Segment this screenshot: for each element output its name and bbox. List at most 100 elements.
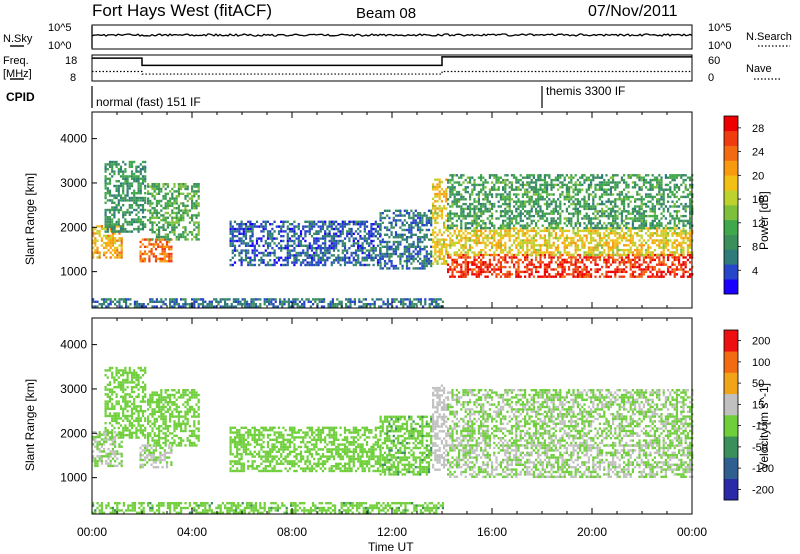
heat-cell: [574, 207, 577, 211]
heat-cell: [126, 208, 129, 212]
heat-cell: [543, 202, 546, 206]
heat-cell: [675, 232, 678, 235]
heat-cell: [357, 223, 360, 226]
heat-cell: [109, 227, 112, 230]
heat-cell: [412, 219, 415, 222]
heat-cell: [191, 233, 194, 236]
heat-cell: [122, 211, 125, 214]
heat-cell: [291, 239, 294, 243]
heat-cell: [119, 206, 123, 209]
heat-cell: [286, 237, 289, 240]
heat-cell: [488, 236, 491, 240]
heat-cell: [563, 268, 566, 271]
heat-cell: [135, 177, 138, 180]
heat-cell: [636, 174, 639, 177]
heat-cell: [548, 224, 551, 227]
heat-cell: [603, 181, 606, 184]
heat-cell: [491, 217, 494, 220]
heat-cell: [482, 181, 485, 184]
heat-cell: [680, 214, 683, 218]
heat-cell: [488, 207, 491, 211]
heat-cell: [410, 236, 413, 239]
heat-cell: [397, 236, 400, 239]
heat-cell: [231, 230, 234, 233]
heat-cell: [282, 220, 285, 223]
heat-cell: [477, 217, 480, 220]
heat-cell: [596, 270, 599, 274]
heat-cell: [535, 186, 538, 189]
heat-cell: [521, 253, 524, 257]
heat-cell: [504, 261, 507, 264]
heat-cell: [647, 214, 650, 218]
heat-cell: [662, 226, 665, 230]
heat-cell: [656, 186, 659, 189]
heat-cell: [434, 221, 437, 225]
heat-cell: [286, 259, 289, 262]
heat-cell: [144, 180, 147, 183]
heat-cell: [682, 273, 685, 276]
heat-cell: [684, 214, 687, 218]
heat-cell: [175, 219, 178, 222]
heat-cell: [559, 265, 562, 269]
heat-cell: [504, 174, 507, 177]
heat-cell: [251, 259, 254, 262]
heat-cell: [197, 183, 200, 186]
heat-cell: [445, 197, 448, 201]
heat-cell: [128, 175, 131, 178]
heat-cell: [430, 252, 433, 256]
heat-cell: [144, 165, 147, 168]
heat-cell: [405, 267, 409, 270]
heat-cell: [585, 200, 588, 203]
heat-cell: [543, 186, 546, 189]
heat-cell: [559, 186, 562, 189]
heat-cell: [506, 183, 509, 187]
heat-cell: [548, 261, 551, 264]
heat-cell: [499, 248, 502, 252]
heat-cell: [601, 244, 604, 247]
heat-cell: [141, 165, 145, 168]
heat-cell: [675, 248, 678, 252]
heat-cell: [260, 237, 263, 240]
heat-cell: [673, 263, 676, 266]
heat-cell: [502, 181, 505, 184]
heat-cell: [173, 185, 176, 188]
heat-cell: [585, 214, 588, 218]
heat-cell: [120, 239, 123, 242]
heat-cell: [535, 224, 538, 227]
heat-cell: [543, 219, 546, 223]
heat-cell: [313, 247, 316, 250]
heat-cell: [530, 174, 533, 177]
heat-cell: [177, 219, 180, 222]
heat-cell: [552, 210, 555, 213]
heat-cell: [469, 261, 472, 264]
heat-cell: [341, 223, 344, 226]
heat-cell: [379, 219, 382, 222]
heat-cell: [499, 226, 502, 230]
heat-cell: [302, 249, 305, 252]
heat-cell: [466, 181, 469, 184]
heat-cell: [193, 190, 196, 193]
heat-cell: [171, 187, 174, 191]
heat-cell: [585, 178, 588, 182]
heat-cell: [440, 216, 443, 220]
heat-cell: [324, 247, 327, 250]
heat-cell: [343, 247, 347, 250]
heat-cell: [469, 195, 472, 199]
heat-cell: [151, 228, 154, 231]
heat-cell: [605, 200, 608, 203]
heat-cell: [423, 214, 426, 217]
heat-cell: [462, 236, 465, 240]
heat-cell: [623, 236, 626, 240]
heat-cell: [482, 202, 485, 206]
heat-cell: [421, 216, 424, 220]
heat-cell: [462, 217, 465, 220]
heat-cell: [464, 224, 467, 227]
heat-cell: [438, 192, 441, 196]
heat-cell: [421, 224, 424, 227]
heat-cell: [370, 223, 373, 226]
heat-cell: [550, 253, 553, 257]
heat-cell: [499, 214, 502, 218]
heat-cell: [627, 205, 630, 208]
heat-cell: [673, 222, 676, 225]
heat-cell: [445, 228, 448, 232]
